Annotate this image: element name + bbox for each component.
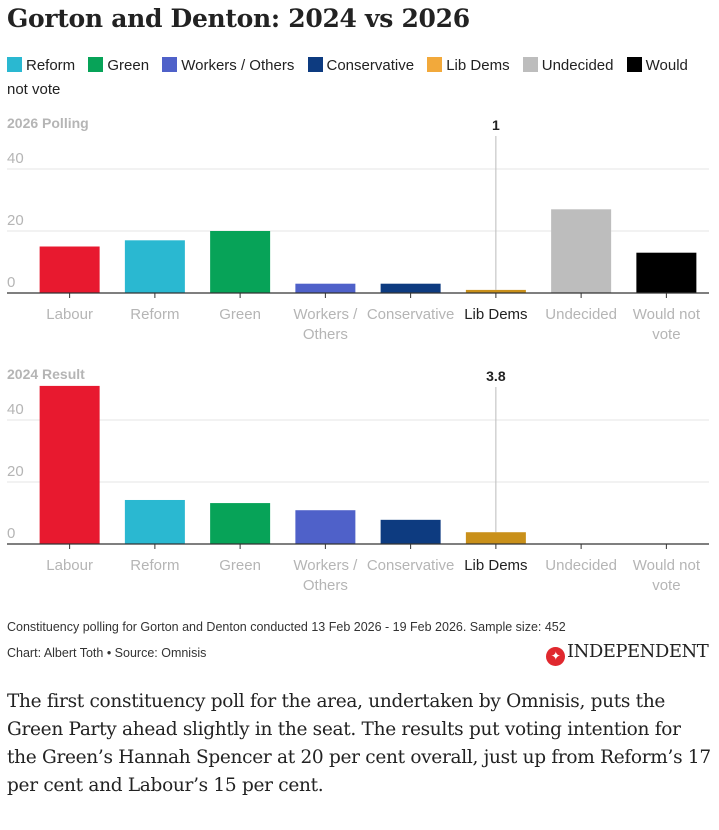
- bar-reform: [124, 499, 185, 544]
- legend-label: Green: [107, 57, 150, 74]
- x-tick-label: Lib Dems: [464, 557, 527, 574]
- legend-item: Reform: [7, 57, 75, 74]
- y-tick-label: 20: [7, 463, 24, 480]
- legend-item: Would not vote: [7, 57, 688, 98]
- legend-swatch: [162, 57, 178, 72]
- y-tick-label: 40: [7, 401, 24, 418]
- x-tick-label: Would not: [633, 306, 701, 323]
- legend-item: Undecided: [522, 57, 614, 74]
- legend-item: Workers / Others: [162, 57, 294, 74]
- legend: Reform Green Workers / Others Conservati…: [7, 54, 707, 102]
- x-tick-label: Green: [219, 557, 261, 574]
- legend-swatch: [307, 57, 323, 72]
- x-tick-label: Reform: [130, 557, 179, 574]
- annotation-label: 3.8: [486, 368, 506, 384]
- legend-swatch: [427, 57, 443, 72]
- x-tick-label: Workers /: [293, 557, 358, 574]
- legend-label: Undecided: [541, 57, 614, 74]
- bar-lib-dems: [465, 289, 526, 293]
- bar-reform: [124, 240, 185, 293]
- chart-subtitle: 2026 Polling: [7, 115, 89, 131]
- x-tick-label: Labour: [46, 557, 93, 574]
- bar-would-not-vote: [636, 252, 697, 293]
- legend-label: Reform: [26, 57, 76, 74]
- x-tick-label: Others: [303, 326, 348, 343]
- y-tick-label: 0: [7, 274, 15, 291]
- bar-workers-others: [295, 283, 356, 293]
- legend-swatch: [522, 57, 538, 72]
- bar-workers-others: [295, 510, 356, 544]
- bar-green: [210, 503, 271, 544]
- bar-labour: [39, 246, 100, 293]
- source-note: Constituency polling for Gorton and Dent…: [7, 620, 566, 634]
- x-tick-label: Undecided: [545, 306, 617, 323]
- independent-logo: ✦ INDEPENDENT: [546, 641, 709, 666]
- x-tick-label: Others: [303, 577, 348, 594]
- bar-conservative: [380, 283, 441, 293]
- y-tick-label: 0: [7, 525, 15, 542]
- x-tick-label: Conservative: [367, 306, 455, 323]
- legend-swatch: [88, 57, 104, 72]
- x-tick-label: vote: [652, 577, 680, 594]
- legend-item: Green: [88, 57, 149, 74]
- chart-2024-result: 2024 Result 0 20 40 3.8 Labour Reform Green Work…: [7, 366, 709, 594]
- bar-green: [210, 231, 271, 293]
- x-tick-label: Green: [219, 306, 261, 323]
- x-tick-label: Undecided: [545, 557, 617, 574]
- x-tick-label: Would not: [633, 557, 701, 574]
- legend-label: Conservative: [326, 57, 415, 74]
- x-tick-label: Conservative: [367, 557, 455, 574]
- eagle-icon: ✦: [546, 647, 565, 666]
- legend-label: Would not vote: [7, 57, 688, 98]
- chart-title: Gorton and Denton: 2024 vs 2026: [7, 4, 470, 33]
- legend-label: Workers / Others: [181, 57, 295, 74]
- legend-swatch: [626, 57, 642, 72]
- chart-2026-polling: 2026 Polling 0 20 40 1 Labour Reform Green Worke…: [7, 115, 709, 343]
- legend-label: Lib Dems: [446, 57, 510, 74]
- x-tick-label: Labour: [46, 306, 93, 323]
- x-tick-label: Reform: [130, 306, 179, 323]
- y-tick-label: 40: [7, 150, 24, 167]
- article-paragraph: The first constituency poll for the area…: [7, 691, 711, 796]
- legend-swatch: [7, 57, 22, 72]
- x-tick-label: Lib Dems: [464, 306, 527, 323]
- x-tick-label: Workers /: [293, 306, 358, 323]
- bar-conservative: [380, 519, 441, 544]
- y-tick-label: 20: [7, 212, 24, 229]
- bar-lib-dems: [465, 532, 526, 544]
- x-tick-label: vote: [652, 326, 680, 343]
- legend-item: Lib Dems: [427, 57, 510, 74]
- chart-subtitle: 2024 Result: [7, 366, 85, 382]
- bar-undecided: [551, 209, 612, 293]
- legend-item: Conservative: [307, 57, 415, 74]
- annotation-label: 1: [492, 117, 500, 133]
- bar-labour: [39, 385, 100, 544]
- credit: Chart: Albert Toth • Source: Omnisis: [7, 646, 207, 660]
